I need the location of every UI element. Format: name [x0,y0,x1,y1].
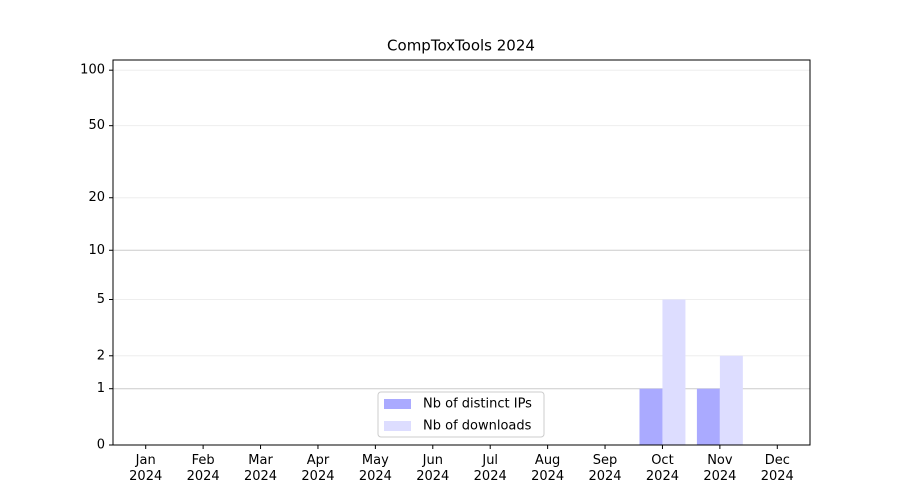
x-tick-label: Apr 2024 [301,453,335,484]
bar [719,355,743,445]
y-tick-label: 0 [97,438,105,453]
legend-box [377,391,545,438]
legend-swatch [384,399,411,409]
x-tick-label: Aug 2024 [531,453,565,484]
legend-swatch [384,421,411,431]
x-tick-label: May 2024 [358,453,392,484]
x-tick-label: Sep 2024 [588,453,622,484]
bar [696,388,720,445]
y-tick-label: 2 [97,348,105,363]
y-tick-label: 1 [97,381,105,396]
plot-frame [112,59,811,446]
x-tick-label: Jan 2024 [129,453,163,484]
legend-label: Nb of downloads [423,419,532,434]
x-tick-label: Oct 2024 [645,453,679,484]
y-tick-label: 50 [88,118,105,133]
x-tick-label: Mar 2024 [243,453,278,484]
y-tick-label: 100 [80,63,105,78]
x-tick-label: Feb 2024 [186,453,220,484]
x-tick-label: Jul 2024 [473,453,507,484]
y-tick-label: 20 [88,190,105,205]
bar [662,299,686,445]
x-tick-label: Jun 2024 [416,453,450,484]
chart-title: CompToxTools 2024 [387,37,535,55]
legend-label: Nb of distinct IPs [423,397,532,412]
y-tick-label: 10 [88,243,105,258]
x-tick-label: Dec 2024 [760,453,794,484]
y-tick-label: 5 [97,292,105,307]
x-tick-label: Nov 2024 [703,453,737,484]
bar [639,388,663,445]
